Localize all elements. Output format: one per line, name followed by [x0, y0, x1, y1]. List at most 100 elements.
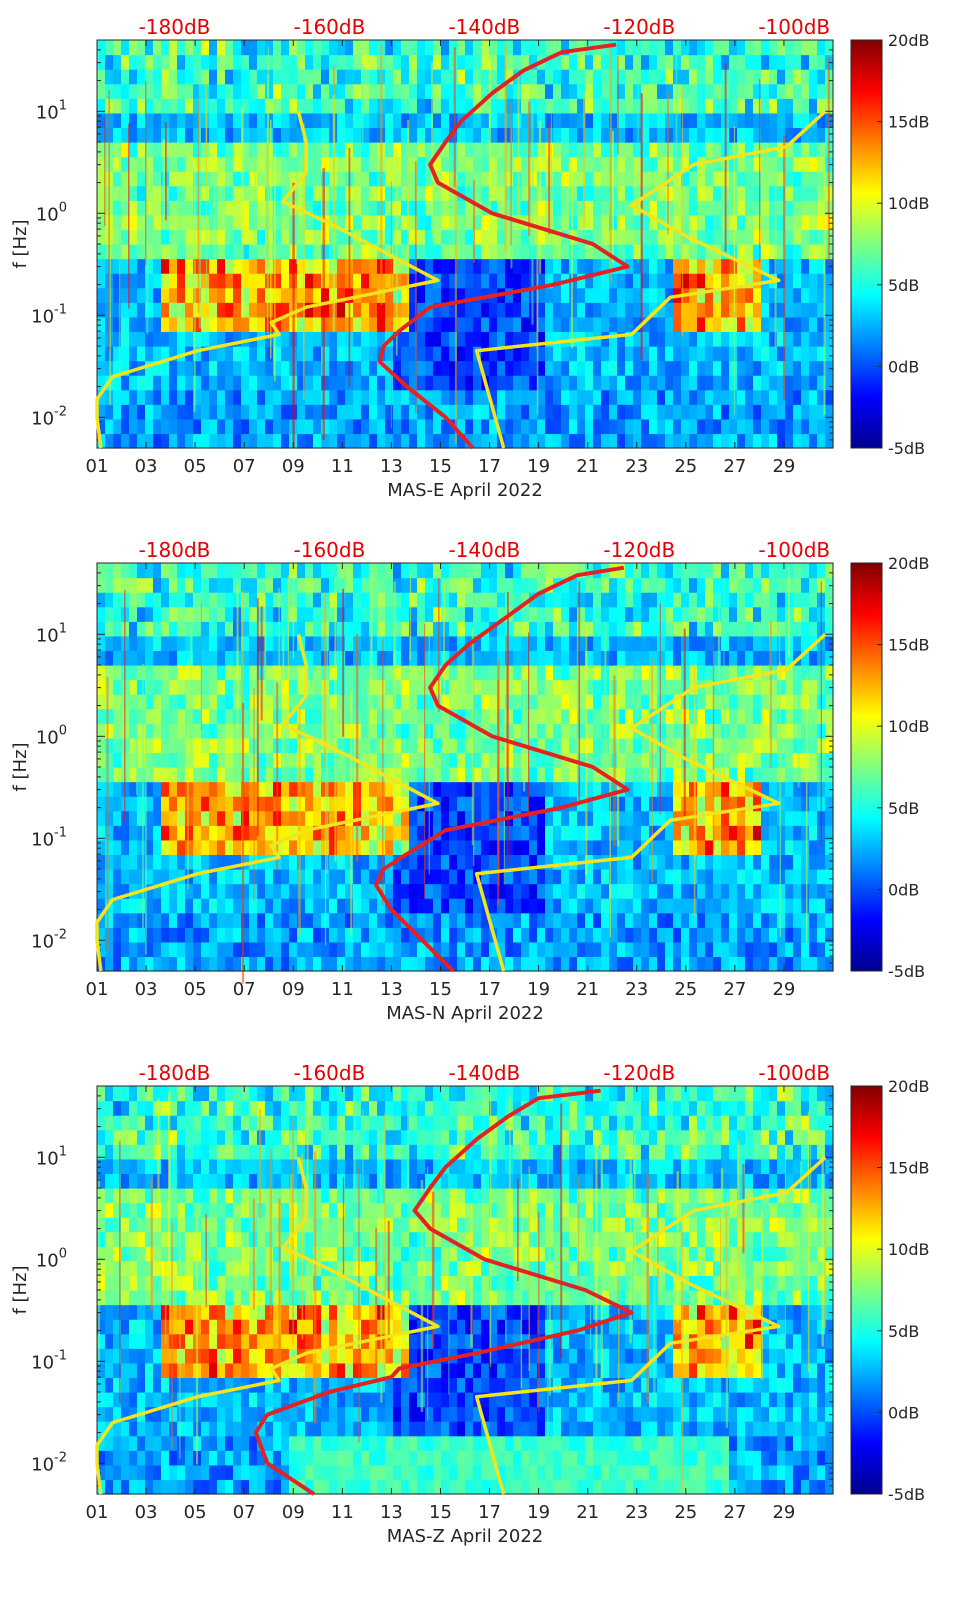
y-axis-label: f [Hz] [10, 1265, 31, 1314]
x-tick-label: 11 [331, 456, 354, 477]
colorbar: 20dB 15dB 10dB 5dB 0dB -5dB [850, 1077, 930, 1504]
colorbar-label: -5dB [888, 962, 925, 981]
top-axis-label: -160dB [294, 1061, 366, 1085]
x-tick-label: 23 [625, 1502, 648, 1523]
x-tick-label: 01 [86, 1502, 109, 1523]
x-axis-label: MAS-N April 2022 [386, 1003, 544, 1024]
y-tick-label: 10-2 [31, 1450, 67, 1475]
colorbar-label: 10dB [888, 194, 930, 213]
x-tick-label: 15 [429, 1502, 452, 1523]
x-tick-label: 15 [429, 456, 452, 477]
x-tick-label: 23 [625, 979, 648, 1000]
series-line-low-noise-model [95, 633, 440, 972]
x-tick-label: 19 [527, 456, 550, 477]
series-line-median-PSD [253, 1088, 634, 1496]
spectrogram-image [97, 40, 834, 449]
x-tick-label: 05 [184, 1502, 207, 1523]
x-tick-label: 27 [723, 979, 746, 1000]
colorbar-label: 15dB [888, 1159, 930, 1178]
x-tick-label: 07 [233, 456, 256, 477]
colorbar-label: 15dB [888, 113, 930, 132]
x-tick-label: 29 [772, 456, 795, 477]
x-tick-label: 13 [380, 456, 403, 477]
x-tick-label: 11 [331, 979, 354, 1000]
top-axis-label: -180dB [139, 538, 211, 562]
y-tick-label: 101 [36, 621, 67, 646]
top-axis-label: -160dB [294, 15, 366, 39]
y-axis-label: f [Hz] [10, 742, 31, 791]
colorbar-label: 5dB [888, 799, 919, 818]
series-line-median-PSD [377, 42, 630, 450]
colorbar-label: 20dB [888, 31, 930, 50]
top-axis-label: -140dB [448, 15, 520, 39]
x-tick-label: 21 [576, 1502, 599, 1523]
top-axis-label: -120dB [603, 15, 675, 39]
x-tick-label: 05 [184, 456, 207, 477]
x-tick-label: 07 [233, 1502, 256, 1523]
colorbar-label: 10dB [888, 717, 930, 736]
y-tick-label: 10-1 [31, 825, 67, 850]
x-tick-label: 09 [282, 1502, 305, 1523]
x-tick-label: 15 [429, 979, 452, 1000]
x-tick-label: 29 [772, 979, 795, 1000]
colorbar-label: 20dB [888, 1077, 930, 1096]
top-axis-label: -120dB [603, 538, 675, 562]
colorbar-label: 5dB [888, 276, 919, 295]
top-axis-label: -160dB [294, 538, 366, 562]
y-tick-label: 10-1 [31, 302, 67, 327]
x-axis-label: MAS-E April 2022 [387, 480, 543, 501]
y-tick-label: 10-1 [31, 1348, 67, 1373]
x-tick-label: 07 [233, 979, 256, 1000]
colorbar-label: 0dB [888, 357, 919, 376]
x-tick-label: 05 [184, 979, 207, 1000]
panel-3: 01 03 05 07 09 11 13 15 17 19 21 23 25 27 29 101 100 10-1… [10, 1061, 930, 1547]
y-tick-label: 101 [36, 98, 67, 123]
x-tick-label: 03 [135, 456, 158, 477]
colorbar-gradient [850, 39, 883, 449]
x-tick-label: 03 [135, 979, 158, 1000]
colorbar: 20dB 15dB 10dB 5dB 0dB -5dB [850, 31, 930, 458]
panel-2: 01 03 05 07 09 11 13 15 17 19 21 23 25 27 29 101 100 10-1… [10, 538, 930, 1024]
series-line-low-noise-model [95, 110, 440, 449]
y-tick-label: 101 [36, 1144, 67, 1169]
x-tick-label: 21 [576, 979, 599, 1000]
series-line-median-PSD [373, 565, 630, 973]
x-tick-label: 25 [674, 979, 697, 1000]
colorbar-gradient [850, 1085, 883, 1495]
x-tick-label: 01 [86, 456, 109, 477]
top-axis-label: -120dB [603, 1061, 675, 1085]
x-tick-label: 29 [772, 1502, 795, 1523]
colorbar-label: 5dB [888, 1322, 919, 1341]
x-tick-label: 11 [331, 1502, 354, 1523]
y-tick-label: 100 [36, 200, 67, 225]
x-tick-label: 17 [478, 979, 501, 1000]
top-axis-label: -100dB [758, 538, 830, 562]
colorbar-label: 20dB [888, 554, 930, 573]
colorbar-label: 0dB [888, 1403, 919, 1422]
top-axis-label: -100dB [758, 1061, 830, 1085]
x-tick-label: 03 [135, 1502, 158, 1523]
x-tick-label: 19 [527, 979, 550, 1000]
x-axis-label: MAS-Z April 2022 [387, 1526, 544, 1547]
colorbar-label: 10dB [888, 1240, 930, 1259]
series-line-high-noise-model [474, 110, 827, 449]
colorbar-label: -5dB [888, 439, 925, 458]
panel-1: 01 03 05 07 09 11 13 15 17 19 21 23 25 27 29 101 100 10-1… [10, 15, 930, 501]
x-tick-label: 01 [86, 979, 109, 1000]
top-axis-label: -180dB [139, 1061, 211, 1085]
colorbar-label: 0dB [888, 880, 919, 899]
top-axis-label: -140dB [448, 1061, 520, 1085]
x-tick-label: 21 [576, 456, 599, 477]
y-tick-label: 100 [36, 1246, 67, 1271]
spectrogram-image [97, 563, 834, 984]
series-line-high-noise-model [474, 1156, 827, 1495]
x-tick-label: 19 [527, 1502, 550, 1523]
colorbar: 20dB 15dB 10dB 5dB 0dB -5dB [850, 554, 930, 981]
x-tick-label: 27 [723, 1502, 746, 1523]
x-tick-label: 13 [380, 1502, 403, 1523]
x-tick-label: 09 [282, 456, 305, 477]
y-tick-label: 10-2 [31, 927, 67, 952]
x-tick-label: 09 [282, 979, 305, 1000]
series-line-high-noise-model [474, 633, 827, 972]
